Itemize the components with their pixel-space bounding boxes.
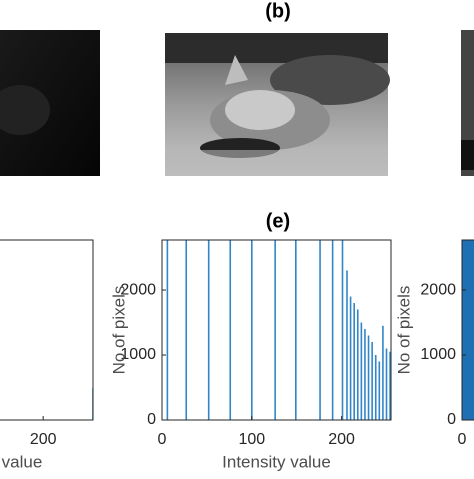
- axes-frame: [0, 239, 94, 421]
- axes-frame: [461, 239, 474, 421]
- y-tick-label: 0: [147, 411, 156, 428]
- x-tick-label: 0: [458, 431, 467, 448]
- plot-area: [166, 240, 391, 420]
- x-axis-label: value: [2, 452, 43, 471]
- x-tick-label: 100: [238, 431, 265, 448]
- y-tick-label: 2000: [420, 281, 456, 298]
- panel-label: (e): [266, 210, 290, 232]
- panel-label: (b): [265, 0, 291, 22]
- axes-frame: [161, 239, 392, 421]
- y-tick-label: 1000: [420, 346, 456, 363]
- y-axis-label: No of pixels: [109, 286, 128, 375]
- y-tick-label: 2000: [120, 281, 156, 298]
- photo-b: [165, 33, 390, 176]
- plot-area: [462, 240, 474, 420]
- y-axis-label: No of pixels: [394, 286, 413, 375]
- photo-a: [0, 30, 100, 176]
- x-tick-label: 0: [158, 431, 167, 448]
- x-tick-label: 200: [328, 431, 355, 448]
- photo-c: [461, 30, 474, 176]
- y-tick-label: 0: [447, 411, 456, 428]
- x-tick-label: 200: [30, 431, 57, 448]
- x-axis-label: Intensity value: [222, 452, 331, 471]
- y-tick-label: 1000: [120, 346, 156, 363]
